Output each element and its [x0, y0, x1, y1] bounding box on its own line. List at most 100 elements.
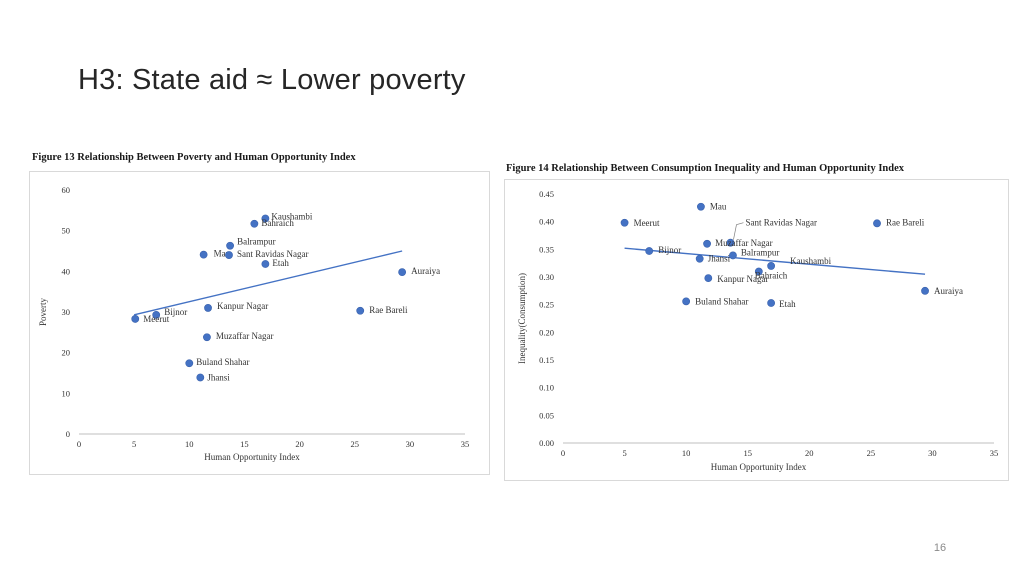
data-point: [204, 304, 212, 312]
data-label: Etah: [272, 258, 289, 268]
data-label: Jhansi: [207, 372, 230, 382]
data-point: [767, 262, 776, 270]
data-point: [729, 251, 737, 260]
data-label: Meerut: [634, 218, 660, 228]
y-axis-title: Poverty: [38, 298, 48, 326]
data-label: Bijnor: [658, 245, 681, 255]
y-tick-label: 30: [62, 307, 71, 317]
figure-13-scatter-chart: 0 5 10 15 20 25 30 35 0 10 20 30 40 50 60 Human Opportu…: [38, 185, 470, 462]
data-label: Auraiya: [411, 266, 440, 276]
data-label: Kanpur Nagar: [717, 274, 768, 284]
data-point: [356, 306, 365, 315]
figure-14-caption: Figure 14 Relationship Between Consumpti…: [506, 163, 905, 174]
y-tick-label: 0.10: [539, 383, 554, 393]
data-point: [199, 250, 208, 259]
data-label: Muzaffar Nagar: [715, 238, 773, 248]
trendline: [133, 250, 403, 316]
data-point: [398, 268, 407, 277]
data-label: Mau: [710, 202, 727, 212]
data-label: Mau: [214, 249, 231, 259]
data-label: Bijnor: [164, 307, 187, 317]
data-point: [203, 333, 211, 342]
data-label: Bahraich: [755, 270, 788, 280]
data-point: [704, 274, 713, 283]
y-tick-label: 60: [62, 185, 71, 195]
data-point: [726, 238, 735, 247]
data-point: [620, 218, 629, 227]
data-point: [697, 202, 705, 211]
data-label: Buland Shahar: [695, 296, 748, 306]
data-label: Rae Bareli: [369, 305, 408, 315]
data-point: [645, 247, 654, 255]
figure-13-frame: 0 5 10 15 20 25 30 35 0 10 20 30 40 50 60 Human Opportu…: [29, 171, 490, 475]
x-tick-label: 0: [561, 448, 565, 458]
data-label: Meerut: [143, 314, 169, 324]
data-label: Rae Bareli: [886, 217, 925, 227]
page-number: 16: [933, 542, 947, 554]
x-tick-label: 35: [990, 448, 999, 458]
y-tick-label: 50: [62, 226, 71, 236]
data-point: [131, 315, 140, 323]
data-point: [225, 251, 233, 259]
data-label: Kanpur Nagar: [217, 301, 268, 311]
data-label: Balrampur: [741, 247, 780, 257]
x-tick-label: 15: [240, 439, 249, 449]
x-axis-title: Human Opportunity Index: [711, 462, 807, 472]
x-tick-label: 15: [743, 448, 752, 458]
figure-13-caption: Figure 13 Relationship Between Poverty a…: [32, 152, 356, 163]
leader-line: [733, 222, 744, 240]
x-axis-title: Human Opportunity Index: [204, 452, 300, 462]
x-tick-label: 10: [682, 448, 691, 458]
data-label: Etah: [779, 299, 796, 309]
data-label: Kaushambi: [790, 256, 831, 266]
data-point: [226, 241, 234, 250]
y-axis-title: Inequality(Consumption): [517, 273, 527, 364]
y-tick-label: 0.00: [539, 438, 554, 448]
data-label: Auraiya: [934, 286, 963, 296]
x-tick-label: 10: [185, 439, 194, 449]
data-label: Kaushambi: [271, 211, 312, 221]
data-label: Balrampur: [237, 237, 276, 247]
slide-title: H3: State aid ≈ Lower poverty: [78, 64, 466, 96]
data-point: [873, 219, 881, 228]
data-point: [261, 260, 270, 268]
y-tick-label: 0.45: [539, 189, 554, 199]
y-tick-label: 0.35: [539, 244, 554, 254]
x-tick-label: 20: [805, 448, 814, 458]
trendline: [624, 247, 926, 275]
data-point: [261, 214, 270, 223]
data-point: [152, 310, 161, 319]
figure-14-frame: 0 5 10 15 20 25 30 35 0.00 0.05 0.10 0.15 0.20 0.25 0.…: [504, 179, 1009, 481]
x-tick-label: 20: [295, 439, 304, 449]
data-point: [767, 299, 776, 307]
y-tick-label: 10: [62, 388, 71, 398]
y-tick-label: 0.30: [539, 272, 554, 282]
y-tick-label: 0.15: [539, 355, 554, 365]
x-tick-label: 30: [406, 439, 415, 449]
y-tick-label: 0.40: [539, 217, 554, 227]
x-tick-label: 35: [461, 439, 470, 449]
y-tick-label: 0: [66, 429, 70, 439]
data-label: Sant Ravidas Nagar: [745, 218, 816, 228]
x-tick-label: 25: [867, 448, 876, 458]
data-label: Sant Ravidas Nagar: [237, 249, 308, 259]
data-point: [703, 239, 711, 248]
data-point: [921, 286, 929, 295]
data-label: Jhansi: [708, 254, 731, 264]
y-tick-label: 0.20: [539, 327, 554, 337]
data-label: Buland Shahar: [196, 357, 249, 367]
data-point: [250, 219, 259, 228]
x-tick-label: 30: [928, 448, 937, 458]
y-tick-label: 40: [62, 266, 71, 276]
data-point: [754, 267, 763, 276]
data-label: Muzaffar Nagar: [216, 331, 274, 341]
y-tick-label: 0.05: [539, 410, 554, 420]
x-tick-label: 5: [622, 448, 626, 458]
data-point: [196, 373, 205, 382]
figure-14-scatter-chart: 0 5 10 15 20 25 30 35 0.00 0.05 0.10 0.15 0.20 0.25 0.…: [517, 189, 999, 472]
data-point: [682, 297, 691, 306]
x-tick-label: 5: [132, 439, 136, 449]
data-point: [695, 254, 704, 263]
data-point: [185, 359, 194, 368]
data-label: Bahraich: [261, 218, 294, 228]
